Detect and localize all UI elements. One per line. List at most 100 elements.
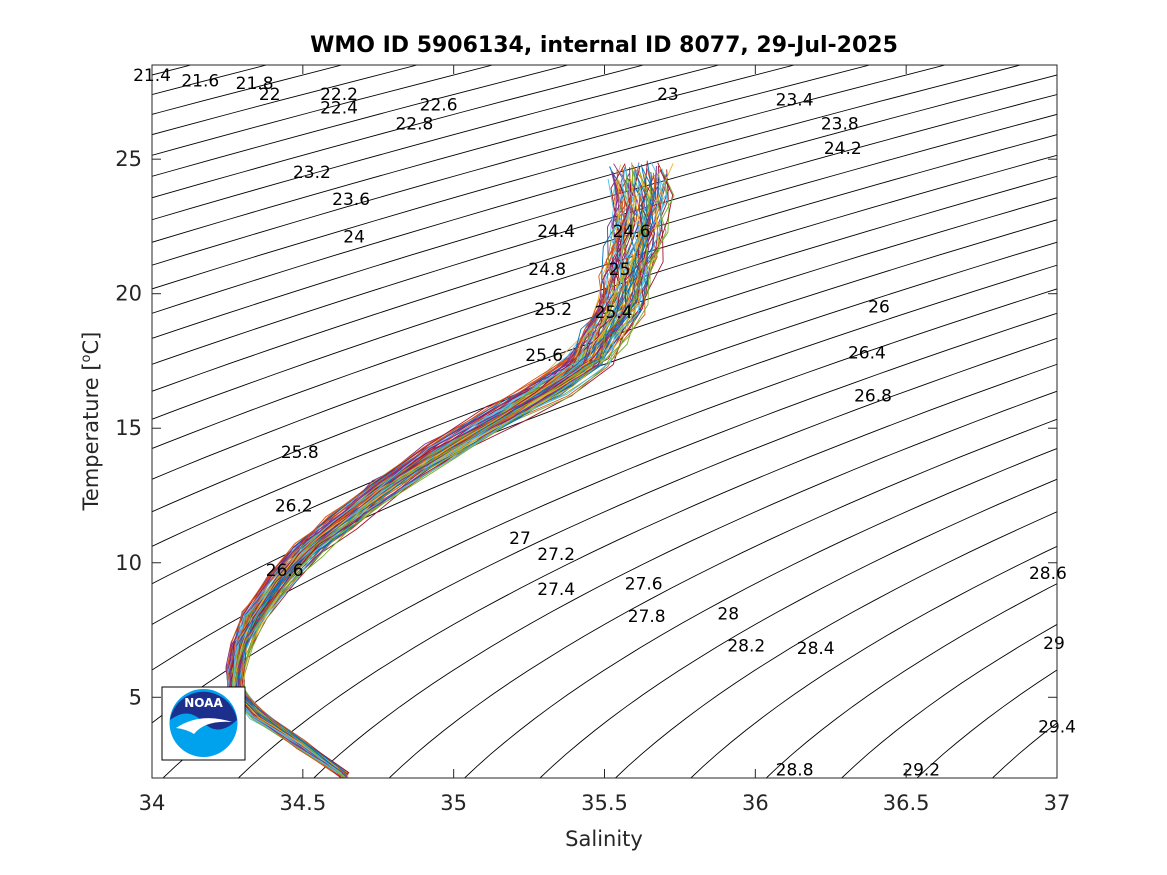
isopycnal-label: 28	[717, 604, 739, 624]
isopycnal-label: 27.6	[625, 575, 663, 595]
isopycnal-label: 29	[1043, 634, 1065, 654]
x-tick-label: 34	[139, 791, 166, 815]
float-profile-line	[227, 181, 629, 778]
isopycnal-line	[152, 197, 1057, 513]
float-profile-line	[241, 171, 657, 778]
isopycnal-line	[152, 134, 1057, 420]
float-profile-line	[230, 184, 628, 778]
isopycnal-labels: 21.4 21.6 21.822 22.222.4 22.622.823 23.423.8…	[133, 66, 1076, 780]
isopycnal-line	[152, 219, 1057, 547]
isopycnal-label: 27.8	[628, 607, 666, 627]
float-profile-line	[236, 183, 652, 776]
y-tick-label: 20	[115, 282, 142, 306]
float-profile-line	[226, 167, 626, 777]
float-profile-line	[233, 175, 632, 773]
y-tick-label: 25	[115, 147, 142, 171]
float-profile-line	[234, 168, 638, 778]
isopycnal-line	[152, 241, 1057, 585]
isopycnal-line	[765, 583, 1057, 778]
isopycnal-label: 23.8	[821, 115, 859, 135]
isopycnal-label: 25.4	[595, 303, 633, 323]
isopycnal-line	[152, 65, 644, 199]
isopycnal-label: 25.8	[281, 443, 319, 463]
float-profile-line	[227, 167, 626, 776]
isopycnal-line	[152, 65, 795, 243]
float-profile-line	[232, 170, 635, 778]
isopycnal-label: 25.6	[525, 346, 563, 366]
float-profile-line	[235, 177, 650, 775]
isopycnal-label: 28.6	[1029, 564, 1067, 584]
isopycnal-line	[539, 478, 1057, 778]
isopycnal-label: 27	[509, 529, 531, 549]
x-tick-label: 35.5	[581, 791, 628, 815]
float-profile-line	[235, 180, 651, 775]
float-profile-line	[241, 168, 668, 777]
isopycnal-label: 29.2	[902, 760, 940, 780]
float-profile-line	[241, 171, 675, 777]
isopycnal-line	[152, 65, 493, 156]
float-profile-line	[235, 167, 656, 773]
isopycnal-label: 23.6	[332, 190, 370, 210]
x-tick-label: 37	[1044, 791, 1071, 815]
isopycnal-label: 22.4	[320, 98, 358, 118]
isopycnal-line	[152, 113, 1057, 392]
isopycnal-line	[238, 363, 1057, 778]
isopycnal-label: 24.6	[613, 222, 651, 242]
float-profile-line	[233, 181, 645, 778]
isopycnal-label: 24.8	[528, 260, 566, 280]
float-profile-line	[234, 175, 653, 777]
isopycnal-label: 23	[657, 85, 679, 105]
y-tick-label: 5	[129, 685, 142, 709]
isopycnal-line	[152, 65, 1021, 314]
isopycnal-label: 24	[343, 228, 365, 248]
float-profile-line	[236, 166, 664, 778]
float-profile-line	[236, 174, 655, 777]
isopycnal-line	[152, 65, 946, 290]
isopycnal-line	[152, 154, 1057, 450]
isopycnal-label: 22.8	[395, 115, 433, 135]
float-profile-line	[238, 172, 657, 775]
isopycnal-line	[152, 65, 342, 115]
float-profile-line	[228, 179, 632, 774]
float-profile-line	[237, 165, 657, 778]
isopycnal-label: 27.4	[537, 580, 575, 600]
float-profile-line	[236, 185, 659, 778]
isopycnal-label: 27.2	[537, 545, 575, 565]
x-axis-label: Salinity	[565, 827, 643, 851]
float-profile-line	[238, 165, 663, 775]
y-axis-label-unit: C]	[79, 332, 103, 355]
x-tick-label: 36	[742, 791, 769, 815]
float-profile-line	[239, 179, 658, 777]
isopycnal-label: 24.2	[824, 139, 862, 159]
float-profile-line	[231, 182, 644, 777]
float-profile-line	[238, 172, 653, 774]
chart-title: WMO ID 5906134, internal ID 8077, 29-Jul…	[310, 33, 898, 58]
isopycnal-line	[690, 545, 1057, 778]
float-profile-line	[240, 175, 664, 778]
float-profile-line	[231, 172, 637, 778]
isopycnal-label: 21.8	[236, 74, 274, 94]
float-profile-line	[231, 177, 641, 778]
isopycnal-line	[1143, 65, 1167, 778]
noaa-logo: NOAA	[161, 686, 246, 761]
float-profile-line	[232, 170, 634, 774]
isopycnal-label: 23.4	[776, 90, 814, 110]
y-axis-label: Temperature [oC]	[79, 332, 103, 512]
isopycnal-label: 28.4	[797, 639, 835, 659]
float-profile-line	[241, 183, 667, 778]
float-profile-line	[229, 182, 631, 774]
isopycnal-line	[313, 390, 1057, 778]
float-profile-line	[236, 176, 651, 778]
isopycnal-label: 26.6	[266, 561, 304, 581]
isopycnal-line	[152, 65, 720, 221]
isopycnal-label: 28.8	[776, 760, 814, 780]
isopycnal-line	[152, 312, 1057, 724]
isopycnal-line	[615, 511, 1057, 778]
float-profile-line	[234, 181, 646, 778]
float-profile-line	[234, 164, 654, 774]
isopycnal-label: 25	[609, 260, 631, 280]
isopycnal-label: 28.2	[727, 637, 765, 657]
float-profile-line	[235, 168, 648, 773]
float-profile-line	[233, 171, 645, 777]
x-tick-label: 34.5	[279, 791, 326, 815]
